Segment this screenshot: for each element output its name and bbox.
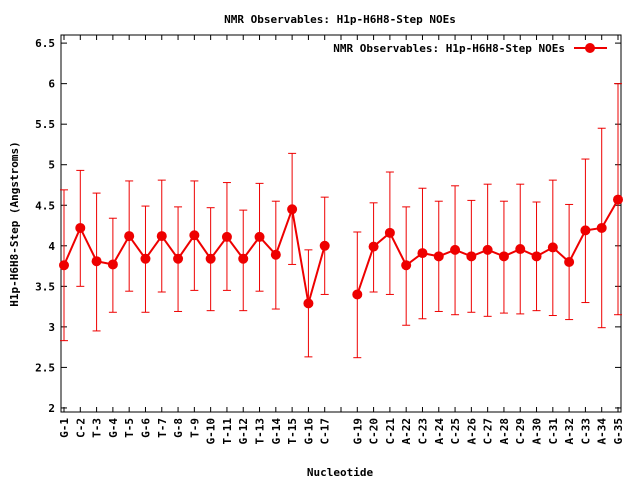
data-point (238, 253, 249, 264)
x-tick-label: T-15 (286, 418, 299, 445)
x-tick-label: A-32 (563, 418, 576, 445)
data-point (189, 230, 200, 241)
x-tick-label: T-3 (91, 418, 104, 438)
series-line (63, 199, 619, 304)
data-point (547, 242, 558, 253)
x-tick-label: T-9 (188, 418, 201, 438)
chart-title: NMR Observables: H1p-H6H8-Step NOEs (224, 13, 456, 26)
data-point (254, 231, 265, 242)
y-tick-label: 6.5 (35, 37, 55, 50)
y-tick-label: 3.5 (35, 280, 55, 293)
x-tick-label: G-10 (205, 418, 218, 445)
y-tick-label: 2.5 (35, 361, 55, 374)
data-point (287, 204, 298, 215)
x-tick-label: C-31 (547, 418, 560, 445)
data-point (515, 244, 526, 255)
data-point (221, 231, 232, 242)
data-point (75, 222, 86, 233)
data-point (482, 244, 493, 255)
x-tick-label: C-33 (579, 418, 592, 445)
x-tick-label: G-19 (351, 418, 364, 445)
x-tick-label: C-20 (368, 418, 381, 445)
data-point (466, 251, 477, 262)
data-point (91, 256, 102, 267)
y-tick-label: 6 (48, 78, 55, 91)
x-tick-label: C-25 (449, 418, 462, 445)
x-tick-label: G-35 (612, 418, 625, 445)
x-tick-label: C-17 (319, 418, 332, 445)
x-tick-label: C-23 (416, 418, 429, 445)
x-tick-label: T-13 (254, 418, 267, 445)
x-tick-label: A-34 (596, 418, 609, 445)
data-point (531, 251, 542, 262)
series-points (59, 194, 623, 309)
data-point (173, 253, 184, 264)
y-axis-label: H1p-H6H8-Step (Angstroms) (8, 141, 21, 307)
legend-marker (585, 43, 595, 53)
x-tick-label: G-1 (58, 418, 71, 438)
x-tick-label: T-11 (221, 418, 234, 445)
data-point (140, 253, 151, 264)
y-tick-label: 5.5 (35, 118, 55, 131)
x-tick-label: T-5 (123, 418, 136, 438)
y-tick-label: 3 (48, 321, 55, 334)
x-tick-label: A-22 (400, 418, 413, 445)
legend: NMR Observables: H1p-H6H8-Step NOEs (333, 42, 607, 55)
legend-label: NMR Observables: H1p-H6H8-Step NOEs (333, 42, 565, 55)
x-tick-label: G-6 (139, 418, 152, 438)
x-tick-label: T-7 (156, 418, 169, 438)
x-tick-label: A-26 (465, 418, 478, 445)
data-point (156, 231, 167, 242)
x-tick-label: A-30 (531, 418, 544, 445)
data-point (124, 231, 135, 242)
x-tick-label: A-28 (498, 418, 511, 445)
x-tick-label: C-2 (74, 418, 87, 438)
data-point (613, 194, 623, 205)
y-tick-label: 4.5 (35, 199, 55, 212)
data-point (580, 225, 591, 236)
data-point (352, 289, 363, 300)
data-point (368, 241, 379, 252)
y-tick-label: 5 (48, 159, 55, 172)
data-point (384, 227, 395, 238)
x-axis: G-1 C-2 T-3 G-4 T-5 G-6 T-7 G-8 T-9 G-10 T-11 G-12 T… (58, 35, 625, 445)
x-axis-label: Nucleotide (307, 466, 374, 479)
x-tick-label: C-29 (514, 418, 527, 445)
data-point (564, 257, 575, 268)
data-point (433, 251, 444, 262)
x-tick-label: G-16 (302, 418, 315, 445)
x-tick-label: G-12 (237, 418, 250, 445)
data-point (107, 259, 118, 270)
y-tick-label: 4 (48, 240, 55, 253)
x-tick-label: G-4 (107, 418, 120, 438)
data-point (205, 253, 216, 264)
error-bars (60, 83, 622, 359)
data-point (303, 298, 314, 309)
x-tick-label: G-14 (270, 418, 283, 445)
data-point (59, 260, 69, 271)
data-point (417, 248, 428, 259)
data-point (401, 260, 412, 271)
x-tick-label: C-27 (482, 418, 495, 445)
x-tick-label: C-21 (384, 418, 397, 445)
data-point (319, 240, 330, 251)
y-tick-label: 2 (48, 402, 55, 415)
data-point (596, 222, 607, 233)
x-tick-label: G-8 (172, 418, 185, 438)
data-point (498, 251, 509, 262)
y-axis: 2 2.5 3 3.5 4 4.5 5 5.5 6 6.5 (35, 37, 621, 415)
x-tick-label: A-24 (433, 418, 446, 445)
data-point (450, 244, 461, 255)
data-point (270, 249, 281, 260)
